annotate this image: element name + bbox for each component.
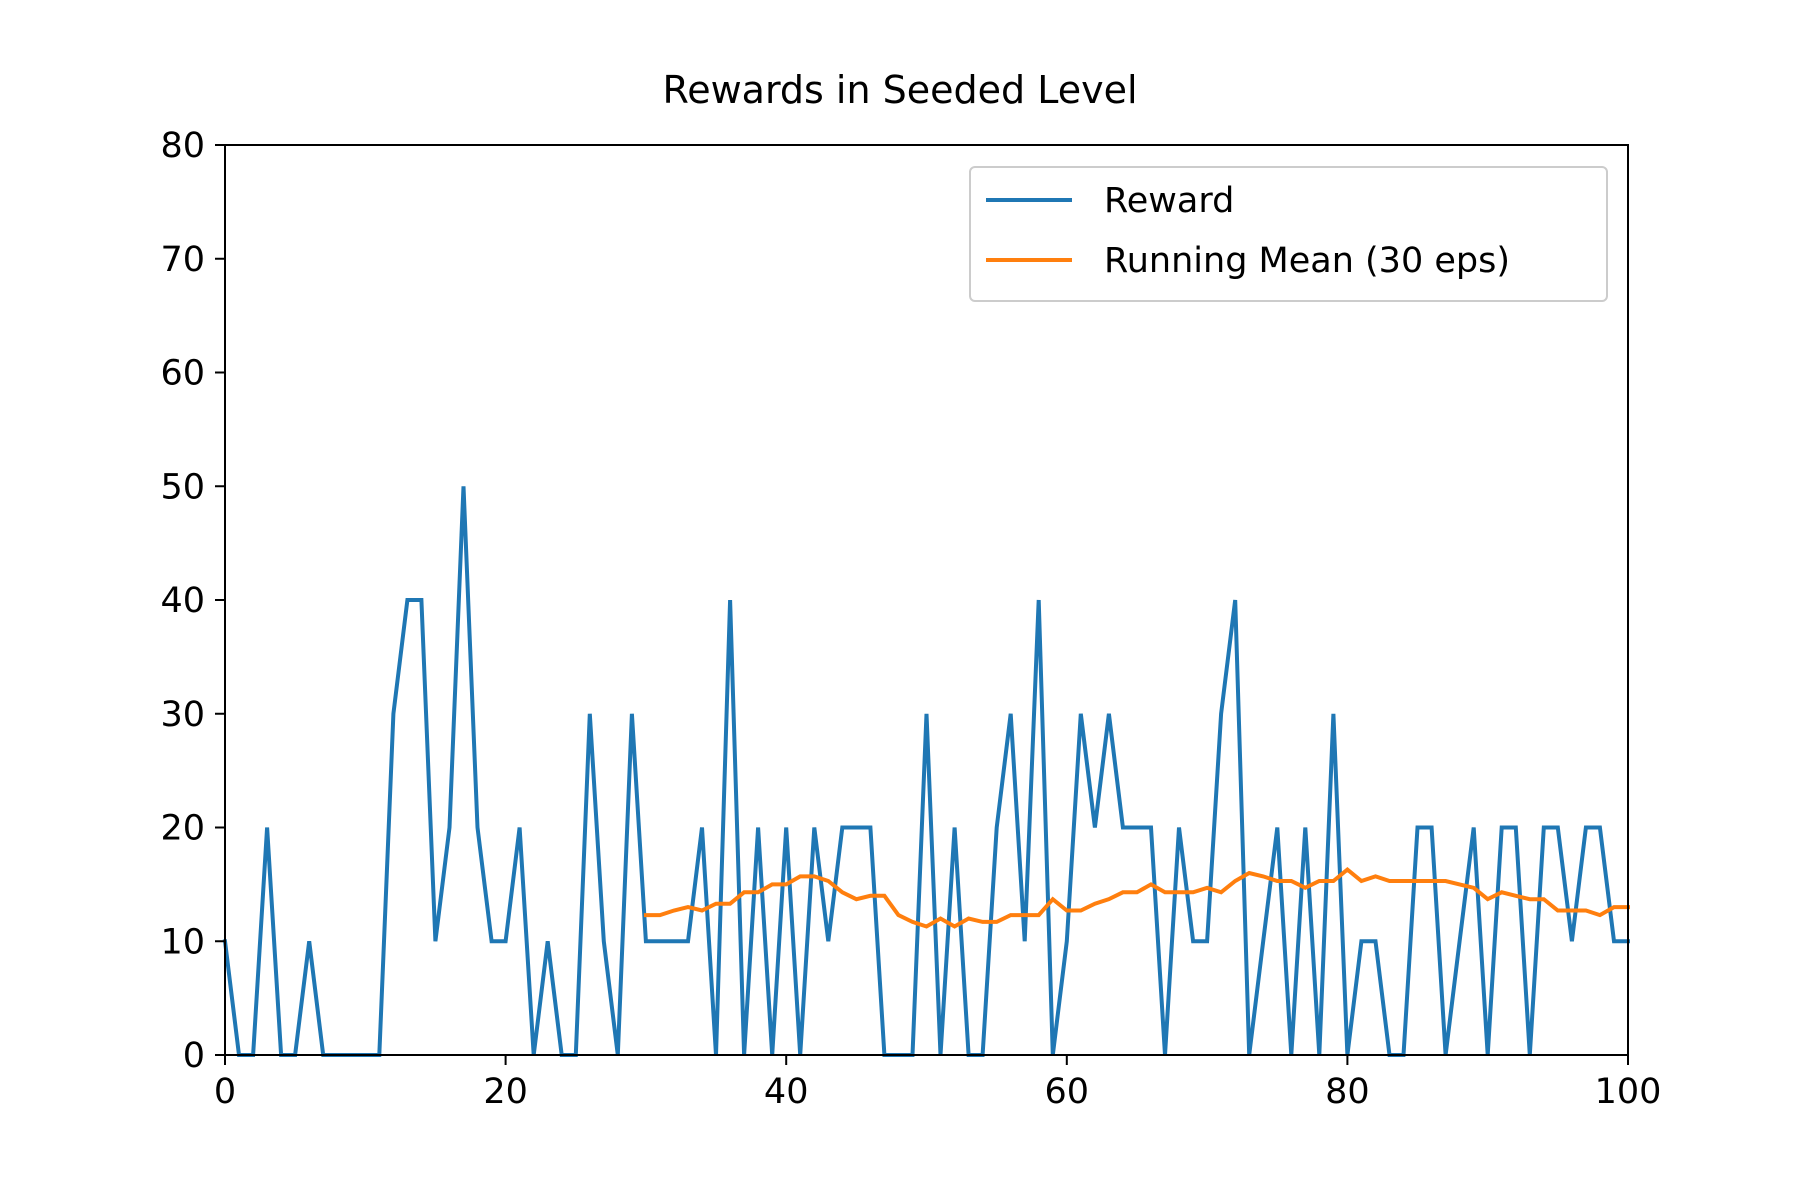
x-tick-label: 0 bbox=[214, 1072, 236, 1112]
series-line-2 bbox=[643, 867, 1630, 929]
y-tick-label: 70 bbox=[160, 240, 205, 280]
chart-title: Rewards in Seeded Level bbox=[663, 68, 1138, 112]
x-tick-label: 40 bbox=[764, 1072, 809, 1112]
plot-area: 0 20 40 60 80 100 0 10 20 30 40 50 60 70 80 bbox=[160, 126, 1661, 1112]
y-tick-label: 20 bbox=[160, 809, 205, 849]
y-tick-label: 10 bbox=[160, 922, 205, 962]
y-tick-label: 0 bbox=[183, 1036, 205, 1076]
legend-label-2: Running Mean (30 eps) bbox=[1104, 241, 1510, 281]
y-tick-label: 80 bbox=[160, 126, 205, 166]
y-tick-label: 60 bbox=[160, 354, 205, 394]
legend-box bbox=[969, 166, 1608, 302]
x-tick-label: 20 bbox=[483, 1072, 528, 1112]
x-tick-label: 80 bbox=[1325, 1072, 1370, 1112]
x-tick-label: 100 bbox=[1595, 1072, 1662, 1112]
legend: Reward Running Mean (30 eps) bbox=[969, 166, 1608, 302]
y-tick-label: 30 bbox=[160, 695, 205, 735]
legend-label-1: Reward bbox=[1104, 181, 1234, 221]
x-tick-label: 60 bbox=[1045, 1072, 1090, 1112]
y-tick-label: 40 bbox=[160, 581, 205, 621]
y-tick-label: 50 bbox=[160, 467, 205, 507]
